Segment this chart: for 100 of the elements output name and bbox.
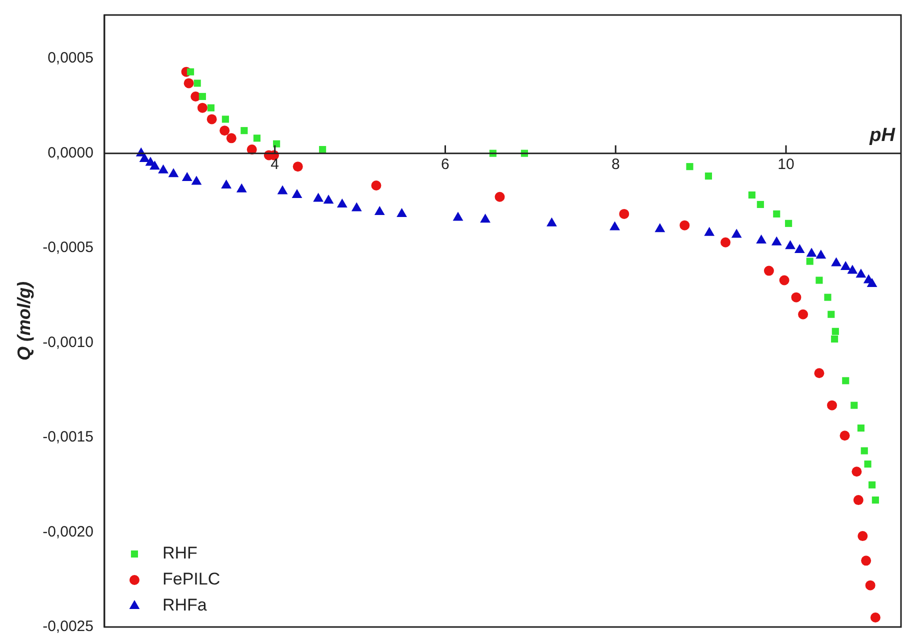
point <box>194 80 201 87</box>
point <box>351 202 362 212</box>
point <box>374 206 385 216</box>
point <box>794 244 805 253</box>
point <box>861 556 872 566</box>
point <box>771 236 782 246</box>
point <box>816 276 823 284</box>
point <box>292 162 303 172</box>
point <box>864 460 872 468</box>
point <box>870 612 880 623</box>
point <box>791 292 802 302</box>
point <box>150 160 160 170</box>
point <box>731 228 742 238</box>
legend-label: RHFa <box>162 596 208 615</box>
point <box>313 192 324 202</box>
point <box>798 309 808 320</box>
point <box>182 172 192 181</box>
point <box>853 495 864 506</box>
point <box>654 223 666 232</box>
y-tick-label: 0,0000 <box>48 144 94 162</box>
point <box>546 217 557 226</box>
point <box>756 200 764 208</box>
x-tick-label: 8 <box>611 156 620 173</box>
point <box>756 234 766 244</box>
y-tick-label: -0,0010 <box>42 334 94 351</box>
point <box>336 198 348 208</box>
point <box>226 133 236 144</box>
point <box>610 221 620 230</box>
point <box>494 192 505 202</box>
point <box>273 140 280 148</box>
point <box>236 183 247 192</box>
legend-label: RHF <box>162 544 198 563</box>
y-tick-label: 0,0005 <box>48 50 94 67</box>
point <box>158 164 168 174</box>
y-tick-label: -0,0005 <box>42 239 94 256</box>
point <box>222 116 229 123</box>
point <box>764 266 774 276</box>
point <box>619 208 630 219</box>
point <box>221 180 232 189</box>
point <box>868 481 876 488</box>
x-tick-label: 10 <box>778 156 794 173</box>
point <box>842 377 850 384</box>
point <box>828 310 835 318</box>
point <box>220 126 230 136</box>
point <box>186 68 194 76</box>
point <box>480 214 490 223</box>
point <box>371 180 382 191</box>
point <box>680 220 690 230</box>
point <box>857 424 864 432</box>
point <box>207 104 214 112</box>
point <box>184 78 194 88</box>
point <box>686 163 694 170</box>
point <box>139 153 150 162</box>
x-axis-title: pH <box>868 125 896 146</box>
x-tick-label: 4 <box>270 156 280 173</box>
point <box>872 496 879 504</box>
point <box>720 237 731 248</box>
point <box>197 102 208 113</box>
point <box>292 189 302 198</box>
point <box>840 430 850 441</box>
point <box>831 335 838 343</box>
point <box>785 220 792 227</box>
point <box>865 580 876 590</box>
point <box>240 127 248 134</box>
point <box>253 134 260 142</box>
point <box>858 531 868 542</box>
point <box>168 168 179 178</box>
y-tick-label: -0,0015 <box>42 428 94 446</box>
point <box>396 208 407 217</box>
point <box>840 261 851 270</box>
point <box>814 368 824 378</box>
point <box>319 146 326 154</box>
point <box>866 278 878 288</box>
point <box>206 114 217 124</box>
point <box>452 212 464 221</box>
legend-label: FePILC <box>162 570 220 589</box>
point <box>785 240 796 250</box>
point <box>704 172 712 180</box>
x-tick-label: 6 <box>441 156 450 173</box>
point <box>748 191 756 199</box>
point <box>852 466 862 477</box>
point <box>191 176 202 185</box>
point <box>856 268 866 278</box>
point <box>323 194 334 204</box>
point <box>824 294 832 301</box>
point <box>850 402 858 409</box>
point <box>806 258 814 265</box>
point <box>779 275 790 286</box>
y-axis-title: Q (mol/g) <box>14 282 34 360</box>
point <box>806 248 817 257</box>
point <box>704 226 715 236</box>
point <box>277 185 288 194</box>
y-tick-label: -0,0020 <box>42 523 94 540</box>
point <box>860 447 868 454</box>
point <box>816 250 826 259</box>
point <box>847 264 858 274</box>
point <box>198 92 206 100</box>
point <box>831 257 842 266</box>
point <box>832 328 839 335</box>
y-tick-label: -0,0025 <box>42 618 94 636</box>
